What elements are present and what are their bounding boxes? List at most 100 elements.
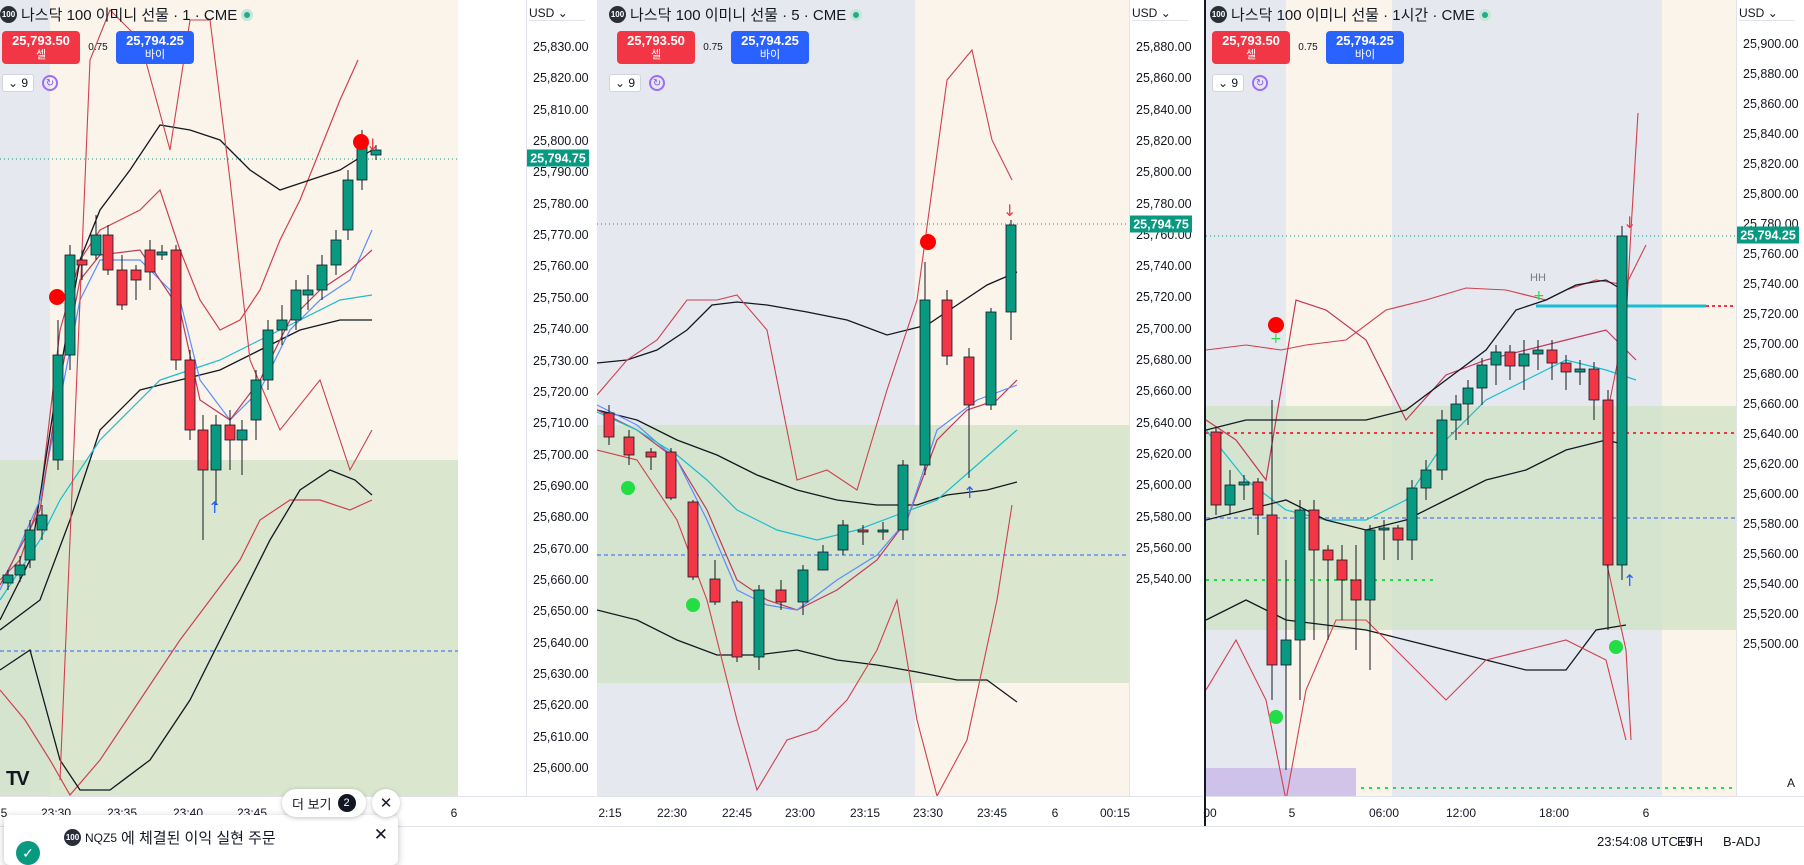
price-tick-label: 25,800.00 <box>1743 187 1799 201</box>
price-tick-label: 25,840.00 <box>1743 127 1799 141</box>
chart-pane-1h[interactable]: + + ↓ ↑ 100 나스닥 100 이미니 선물 · 1시간 · CME 25,7… <box>1206 0 1736 826</box>
session-toggle[interactable]: ETH <box>1677 834 1703 849</box>
currency-select[interactable]: USD ⌄ <box>529 6 585 21</box>
price-tick-label: 25,750.00 <box>533 290 589 305</box>
price-tick-label: 25,860.00 <box>1136 71 1192 86</box>
candle-body <box>665 451 677 499</box>
close-icon[interactable]: ✕ <box>373 825 388 844</box>
candle-body <box>797 569 809 603</box>
chevron-down-icon: ⌄ <box>8 76 19 90</box>
indicator-toggle: ⌄ 9 ↻ <box>2 74 59 92</box>
candle-body <box>24 529 36 561</box>
toast-message: 에 체결된 이익 실현 주문 <box>121 830 276 847</box>
indicator-collapse-button[interactable]: ⌄ 9 <box>2 74 35 92</box>
candle-body <box>342 179 354 231</box>
sync-icon[interactable]: ↻ <box>649 75 666 91</box>
candle-body <box>170 249 182 361</box>
time-axis-1h[interactable]: 00 5 06:00 12:00 18:00 6 <box>1203 796 1804 827</box>
chart-title[interactable]: 나스닥 100 이미니 선물 · 5 · CME <box>630 7 847 24</box>
down-arrow-icon: ↓ <box>1623 213 1636 232</box>
spread-value: 0.75 <box>1298 42 1318 53</box>
price-axis-1h[interactable]: USD ⌄ A 25,900.00 25,880.00 25,860.00 25,84… <box>1736 0 1804 826</box>
chevron-down-icon: ⌄ <box>557 6 568 20</box>
price-tick-label: 25,800.00 <box>533 134 589 149</box>
price-tick-label: 25,900.00 <box>1743 37 1799 51</box>
chart-pane-1m[interactable]: ↓ ↑ 100 나스닥 100 이미니 선물 · 1 · CME 25,793.5… <box>0 0 458 826</box>
candle-body <box>645 451 657 458</box>
clock-time[interactable]: 23:54:08 UTC+9 <box>1597 834 1693 849</box>
candle-body <box>1462 387 1474 405</box>
candle-body <box>250 379 262 421</box>
chart-pane-5m[interactable]: ↓ ↑ 100 나스닥 100 이미니 선물 · 5 · CME 25,793.5… <box>597 0 1129 826</box>
price-tick-label: 25,820.00 <box>533 71 589 86</box>
candle-body <box>2 574 14 584</box>
candle-body <box>1294 509 1306 641</box>
price-tick-label: 25,640.00 <box>1136 415 1192 430</box>
more-notifications-button[interactable]: 더 보기 2 <box>282 789 366 817</box>
price-tick-label: 25,780.00 <box>1136 196 1192 211</box>
indicator-collapse-button[interactable]: ⌄ 9 <box>609 74 642 92</box>
chart-title[interactable]: 나스닥 100 이미니 선물 · 1 · CME <box>21 7 238 24</box>
symbol-logo-icon: 100 <box>0 6 17 23</box>
buy-button[interactable]: 25,794.25 바이 <box>731 31 809 64</box>
buy-button[interactable]: 25,794.25 바이 <box>116 31 194 64</box>
candle-body <box>197 429 209 471</box>
candle-body <box>1322 549 1334 561</box>
candle-body <box>90 234 102 256</box>
live-dot-icon <box>850 8 863 21</box>
chart-title[interactable]: 나스닥 100 이미니 선물 · 1시간 · CME <box>1231 7 1475 24</box>
candle-body <box>1005 224 1017 313</box>
tradingview-logo-icon[interactable]: TV <box>6 768 30 790</box>
price-tick-label: 25,640.00 <box>533 635 589 650</box>
candle-body <box>52 354 64 461</box>
bb-lower <box>0 469 373 791</box>
time-tick-label: 6 <box>1051 806 1059 820</box>
price-tick-label: 25,660.00 <box>1743 397 1799 411</box>
candle-body <box>64 254 76 356</box>
sell-button[interactable]: 25,793.50 셀 <box>2 31 80 64</box>
time-axis-5m[interactable]: 2:15 22:30 22:45 23:00 23:15 23:30 23:45 6 00:15 <box>597 796 1203 827</box>
chart-plot-1h[interactable]: + + ↓ ↑ <box>1206 0 1736 796</box>
currency-select[interactable]: USD ⌄ <box>1739 6 1795 21</box>
sell-button[interactable]: 25,793.50 셀 <box>617 31 695 64</box>
time-tick-label: 00 <box>1203 806 1217 820</box>
hh-label: HH <box>1530 272 1546 284</box>
check-icon: ✓ <box>16 841 40 865</box>
candle-body <box>753 589 765 658</box>
up-arrow-icon: ↑ <box>1623 571 1636 590</box>
price-tick-label: 25,760.00 <box>1743 247 1799 261</box>
time-tick-label: 6 <box>450 806 458 820</box>
price-tick-label: 25,560.00 <box>1136 540 1192 555</box>
order-notification-toast[interactable]: ✓ 100 NQZ5 에 체결된 이익 실현 주문 ✕ <box>4 815 398 865</box>
close-icon[interactable]: ✕ <box>372 789 400 817</box>
candle-body <box>1420 469 1432 489</box>
last-price-tag: 25,794.25 <box>1737 226 1799 244</box>
sync-icon[interactable]: ↻ <box>1252 75 1269 91</box>
adjustment-toggle[interactable]: B-ADJ <box>1723 834 1761 849</box>
live-dot-icon <box>1478 8 1491 21</box>
buy-button[interactable]: 25,794.25 바이 <box>1326 31 1404 64</box>
candle-body <box>963 356 975 406</box>
currency-select[interactable]: USD ⌄ <box>1132 6 1188 21</box>
candle-body <box>1406 487 1418 541</box>
price-tick-label: 25,720.00 <box>1743 307 1799 321</box>
chart-plot-5m[interactable]: ↓↑ <box>597 0 1129 796</box>
price-tick-label: 25,820.00 <box>1136 133 1192 148</box>
ema-cyan <box>597 411 1018 541</box>
candle-body <box>14 564 26 576</box>
auto-scale-button[interactable]: A <box>1787 776 1796 790</box>
envelope-spike <box>1605 112 1639 421</box>
live-dot-icon <box>241 8 254 21</box>
sync-icon[interactable]: ↻ <box>42 75 59 91</box>
price-axis-5m[interactable]: USD ⌄ 25,880.00 25,860.00 25,840.00 25,820.… <box>1129 0 1204 826</box>
indicator-collapse-button[interactable]: ⌄ 9 <box>1212 74 1245 92</box>
sell-signal-dot <box>1268 317 1284 333</box>
pane-divider[interactable] <box>1204 0 1206 826</box>
price-tick-label: 25,740.00 <box>1136 259 1192 274</box>
candle-body <box>1392 527 1404 541</box>
chart-plot-1m[interactable]: ↓↑ <box>0 0 458 796</box>
down-arrow-icon: ↓ <box>366 135 379 154</box>
sell-button[interactable]: 25,793.50 셀 <box>1212 31 1290 64</box>
price-axis-1m[interactable]: USD ⌄ 25,830.00 25,820.00 25,810.00 25,800.… <box>526 0 597 826</box>
pane-header: 100 나스닥 100 이미니 선물 · 5 · CME <box>609 4 863 25</box>
